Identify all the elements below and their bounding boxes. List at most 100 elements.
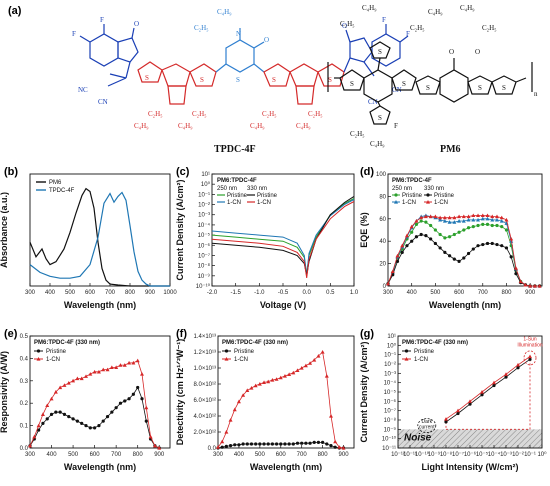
x-tick-label: 600 [454,290,465,296]
data-point [513,266,518,270]
data-point [494,217,499,222]
svg-text:C₂H₅: C₂H₅ [192,110,207,118]
data-point [329,444,333,448]
x-tick-label: 300 [25,452,36,458]
svg-text:C₄H₉: C₄H₉ [296,122,311,130]
data-point [228,418,233,422]
data-point [127,360,132,365]
y-tick-label: 10⁻² [384,362,396,368]
y-tick-label: 10¹ [201,172,210,178]
svg-text:S: S [350,80,354,88]
data-point [118,401,123,405]
svg-text:C₄H₉: C₄H₉ [217,8,232,16]
legend-label: 1-CN [46,357,60,363]
data-point [485,213,490,218]
data-point [390,269,395,274]
data-point [509,236,514,241]
data-point [409,224,414,229]
svg-text:C₄H₉: C₄H₉ [134,122,149,130]
data-point [462,256,466,260]
chart-eqe: 300 400 500 600 700 800 900 0 20 40 60 80 100 Wavelen… [360,172,543,310]
data-point [96,369,101,374]
y-tick-label: 10⁻⁴ [198,222,211,229]
svg-text:O: O [475,48,480,56]
data-point [295,368,300,372]
svg-text:C₂H₅: C₂H₅ [194,24,209,32]
data-point [495,242,499,247]
y-axis-label: EQE (%) [360,212,369,248]
plot-frame [387,173,543,287]
legend-marker [426,200,430,204]
data-point [438,232,442,237]
data-point [500,244,504,248]
y-tick-label: 0.4 [20,356,29,362]
data-point [258,442,262,446]
data-point [237,443,241,447]
y-axis-label: Responsivity (A/W) [0,351,9,433]
svg-text:C₂H₅: C₂H₅ [410,24,425,32]
data-point [414,219,419,223]
y-tick-label: 60 [379,217,386,223]
x-tick-label: -2.0 [207,290,218,296]
y-tick-label: 10⁻¹ [384,353,396,359]
x-tick-label: 400 [234,452,245,458]
x-tick-label: 10⁻² [512,452,524,458]
svg-text:S: S [378,48,382,56]
data-point [471,225,475,229]
y-tick-label: 100 [376,172,387,178]
data-point [476,223,480,228]
svg-text:S: S [236,76,240,84]
data-point [438,246,442,250]
data-point [518,279,523,284]
data-point [92,369,97,374]
legend-header: 250 nm [217,186,237,192]
series-line-330nm-pristine [211,195,355,276]
data-point [419,219,423,223]
pm6-structure: C₄H₉ C₂H₅ C₄H₉ C₄H₉ C₂H₅ C₂H₅ O O S S S … [327,4,538,155]
x-tick-label: 900 [525,290,536,296]
x-tick-label: 800 [125,290,136,296]
dark-current-label: Dark [422,419,433,425]
svg-text:NC: NC [78,86,88,94]
data-point [433,241,437,246]
x-axis-label: Wavelength (nm) [64,300,136,310]
data-point [428,214,433,219]
data-point [291,370,296,375]
x-tick-label: 10⁻⁵ [476,451,489,458]
data-point [466,251,471,256]
series-line-330nm-1-cn [211,201,355,278]
data-point [105,415,110,419]
svg-text:O: O [264,36,269,44]
data-point [291,442,295,446]
tpdc-4f-name: TPDC-4F [214,144,256,155]
data-point [447,215,452,220]
data-point [241,442,245,446]
legend-label: 1-CN [434,200,448,206]
data-point [400,250,404,254]
x-tick-label: -0.5 [278,290,289,296]
data-point [410,230,414,234]
legend-label: Pristine [402,193,423,199]
data-point [40,412,45,416]
x-tick-label: 1000 [163,290,177,296]
x-tick-label: 400 [45,290,56,296]
x-tick-label: 500 [68,452,79,458]
legend-label: TPDC-4F [49,188,75,194]
x-tick-label: -1.5 [230,290,241,296]
svg-text:O: O [342,22,347,30]
x-tick-label: -1.0 [254,290,265,296]
data-point [274,442,279,446]
data-point [485,216,490,221]
y-tick-label: 10⁻⁸ [384,417,397,424]
svg-text:S: S [426,84,430,92]
data-point [216,445,220,449]
data-point [462,228,466,232]
y-tick-label: 10⁻⁷ [198,252,210,259]
series-line-1-cn [29,360,160,449]
series-line-tpdc-4f [29,191,170,287]
legend-marker [404,357,409,361]
legend-marker [394,200,398,204]
data-point [495,223,499,228]
data-point [262,442,266,446]
data-point [287,442,291,446]
